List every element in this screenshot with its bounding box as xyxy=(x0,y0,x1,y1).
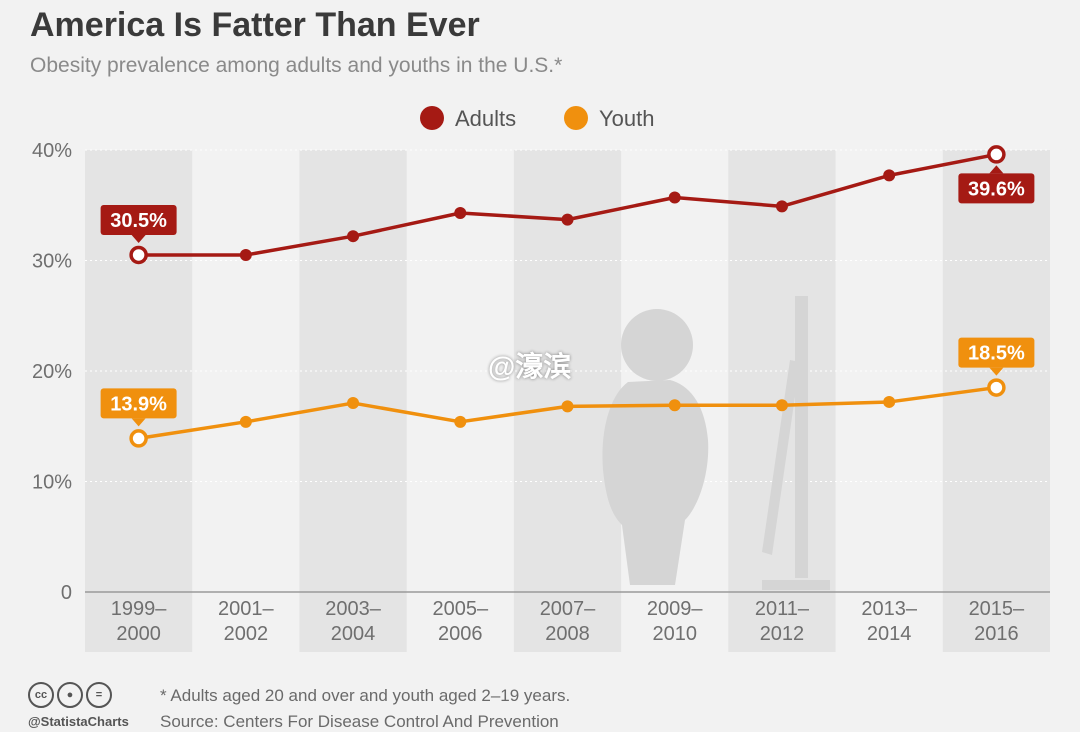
data-point xyxy=(987,378,1006,397)
y-tick-label: 10% xyxy=(32,472,72,494)
data-label: 13.9% xyxy=(110,393,167,415)
person-head xyxy=(621,309,693,381)
y-tick-label: 0 xyxy=(61,582,72,604)
x-tick-label: 2009– 2010 xyxy=(647,598,703,645)
data-point xyxy=(987,145,1006,164)
watermark: @濠滨 xyxy=(488,351,572,382)
x-tick-label: 2001– 2002 xyxy=(218,598,274,645)
data-point xyxy=(239,415,252,428)
statista-handle[interactable]: @StatistaCharts xyxy=(28,714,129,729)
x-tick-label: 2013– 2014 xyxy=(861,598,917,645)
license-icons: cc ● = xyxy=(28,682,112,708)
data-point xyxy=(775,200,788,213)
y-tick-label: 20% xyxy=(32,361,72,383)
source-note: Source: Centers For Disease Control And … xyxy=(160,712,559,731)
chart-title: America Is Fatter Than Ever xyxy=(30,6,480,44)
chart-subtitle: Obesity prevalence among adults and yout… xyxy=(30,54,563,77)
callout-box xyxy=(100,388,177,419)
legend-marker xyxy=(564,106,588,130)
data-point xyxy=(454,415,467,428)
data-label: 18.5% xyxy=(968,343,1025,365)
data-point xyxy=(668,399,681,412)
y-tick-label: 40% xyxy=(32,140,72,162)
callout-pointer xyxy=(989,367,1004,376)
data-point xyxy=(454,206,467,219)
person-body xyxy=(602,380,709,585)
footnote: * Adults aged 20 and over and youth aged… xyxy=(160,686,571,705)
callout-box xyxy=(100,204,177,235)
callout-box xyxy=(958,173,1035,204)
person-on-scale-illustration xyxy=(602,296,830,590)
x-axis: 1999– 2000 2001– 2002 2003– 2004 2005– 2006 2007… xyxy=(111,598,1025,645)
x-tick-label: 2007– 2008 xyxy=(540,598,596,645)
cc-icon: cc xyxy=(28,682,54,708)
callout-box xyxy=(958,337,1035,368)
data-label: 30.5% xyxy=(110,210,167,232)
data-point xyxy=(129,245,148,265)
scale-lever xyxy=(762,360,800,555)
x-tick-label: 2005– 2006 xyxy=(432,598,488,645)
series-layer xyxy=(129,145,1006,448)
data-point xyxy=(239,248,252,261)
x-tick-label: 2015– 2016 xyxy=(969,598,1025,645)
data-point xyxy=(775,399,788,412)
y-tick-label: 30% xyxy=(32,251,72,273)
data-point xyxy=(883,395,896,408)
callout-pointer xyxy=(989,165,1004,174)
x-tick-label: 2011– 2012 xyxy=(755,598,810,645)
legend-label: Youth xyxy=(599,106,654,131)
data-point xyxy=(883,169,896,182)
no-derivatives-icon: = xyxy=(86,682,112,708)
data-point xyxy=(347,397,360,410)
data-label: 39.6% xyxy=(968,178,1025,200)
legend: Adults Youth xyxy=(420,106,654,131)
data-point xyxy=(561,213,574,226)
x-tick-label: 1999– 2000 xyxy=(111,598,167,645)
scale-base xyxy=(762,580,830,590)
legend-label: Adults xyxy=(455,106,516,131)
data-point xyxy=(668,191,681,204)
scale-pole xyxy=(795,296,808,578)
y-axis: 0 10% 20% 30% 40% xyxy=(32,140,72,604)
column-band xyxy=(942,150,1050,652)
data-point xyxy=(129,429,148,448)
callout-pointer xyxy=(131,418,146,427)
annotations-layer: 30.5% 39.6% 13.9% 18.5% xyxy=(100,165,1035,427)
legend-marker xyxy=(420,106,444,130)
data-point xyxy=(561,400,574,413)
callout-pointer xyxy=(131,234,146,243)
attribution-icon: ● xyxy=(57,682,83,708)
data-point xyxy=(347,230,360,243)
x-tick-label: 2003– 2004 xyxy=(325,598,381,645)
